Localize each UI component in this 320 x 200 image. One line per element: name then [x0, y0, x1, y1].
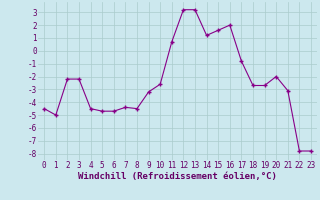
X-axis label: Windchill (Refroidissement éolien,°C): Windchill (Refroidissement éolien,°C) — [78, 172, 277, 181]
